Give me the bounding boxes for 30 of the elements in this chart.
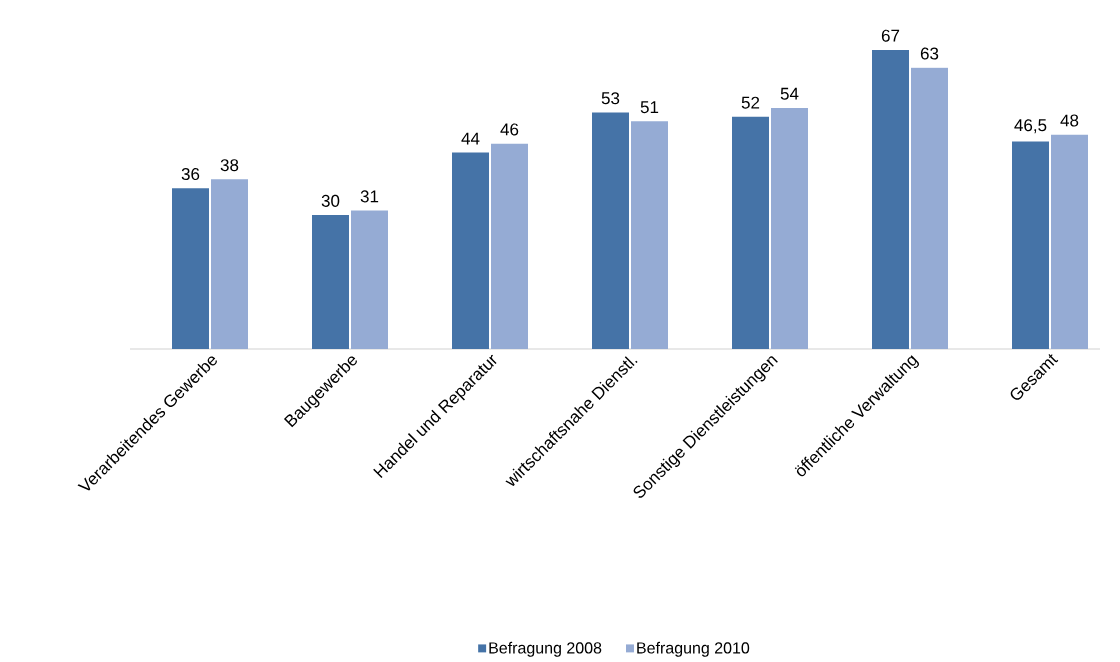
- legend-label: Befragung 2010: [637, 641, 750, 657]
- bar: [771, 107, 808, 349]
- data-label: 48: [1060, 114, 1079, 127]
- legend-label: Befragung 2008: [489, 641, 602, 657]
- data-label: 67: [881, 29, 900, 42]
- data-label: 31: [360, 190, 379, 203]
- data-label: 38: [220, 159, 239, 172]
- data-label: 52: [741, 96, 760, 109]
- bar: [1051, 134, 1089, 349]
- data-label: 54: [780, 87, 799, 100]
- bar: [732, 116, 769, 349]
- bar: [172, 188, 209, 349]
- data-label: 53: [601, 92, 620, 105]
- data-label: 46: [500, 123, 519, 136]
- data-label: 51: [640, 101, 659, 114]
- data-label: 36: [181, 168, 200, 181]
- bar: [452, 152, 489, 349]
- data-label: 63: [920, 47, 939, 60]
- bar: [351, 210, 388, 349]
- bar: [911, 67, 949, 349]
- bar: [592, 112, 629, 349]
- bar: [1012, 141, 1049, 349]
- bar: [211, 179, 248, 349]
- bar: [872, 49, 910, 349]
- data-label: 44: [461, 132, 480, 145]
- data-label: 46,5: [1014, 119, 1047, 134]
- bar: [312, 215, 349, 349]
- bar: [631, 121, 668, 349]
- data-label: 30: [321, 194, 340, 207]
- bar: [491, 143, 528, 349]
